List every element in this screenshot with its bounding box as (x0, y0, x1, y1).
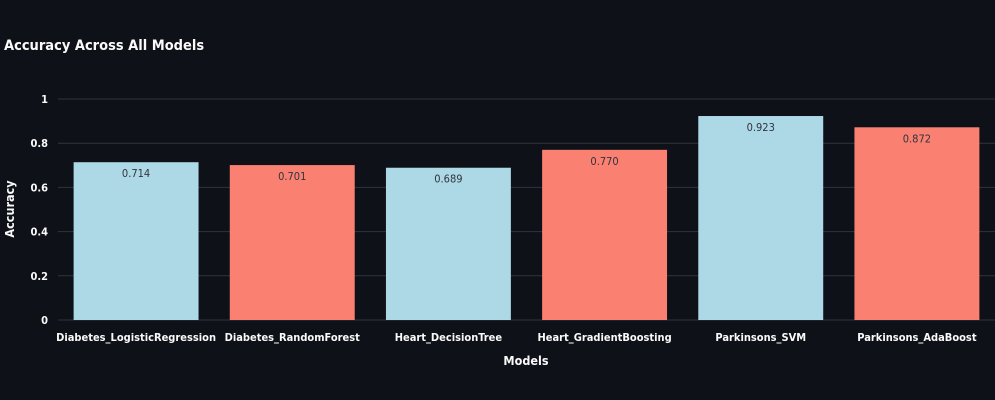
y-axis-label: Accuracy (2, 180, 17, 238)
x-tick-label: Diabetes_RandomForest (225, 331, 361, 344)
bar-value-label: 0.872 (903, 132, 931, 145)
x-tick-label: Parkinsons_SVM (715, 331, 806, 344)
x-tick-label: Diabetes_LogisticRegression (56, 331, 216, 344)
bar-heart-gradientboosting[interactable] (542, 149, 668, 320)
x-tick-label: Parkinsons_AdaBoost (857, 331, 977, 344)
chart-title: Accuracy Across All Models (4, 38, 204, 54)
grid-lines (58, 98, 995, 321)
x-tick-label: Heart_GradientBoosting (537, 331, 671, 344)
y-tick-label: 0.4 (30, 226, 48, 239)
bar-parkinsons-adaboost[interactable] (854, 127, 980, 321)
bar-parkinsons-svm[interactable] (698, 116, 824, 320)
bar-value-label: 0.714 (122, 167, 150, 180)
y-tick-label: 0.2 (30, 270, 48, 283)
bar-value-label: 0.923 (747, 121, 775, 134)
bar-value-label: 0.689 (434, 173, 462, 186)
bar-heart-decisiontree[interactable] (385, 167, 511, 320)
y-tick-label: 0.8 (30, 137, 48, 150)
bar-value-label: 0.770 (590, 155, 618, 168)
y-tick-label: 0.6 (30, 181, 48, 194)
x-axis-label: Models (503, 353, 548, 368)
y-tick-label: 1 (41, 93, 48, 106)
bar-value-label: 0.701 (278, 170, 306, 183)
x-axis-ticks: Diabetes_LogisticRegression Diabetes_Rand… (56, 331, 977, 344)
y-axis-ticks: 0 0.2 0.4 0.6 0.8 1 (30, 93, 48, 327)
bar-diabetes-randomforest[interactable] (229, 165, 355, 320)
x-tick-label: Heart_DecisionTree (395, 331, 503, 344)
bar-diabetes-logisticregression[interactable] (73, 162, 199, 320)
bars: 0.714 0.701 0.689 0.770 0.923 0.872 (73, 116, 980, 321)
y-tick-label: 0 (41, 314, 48, 327)
